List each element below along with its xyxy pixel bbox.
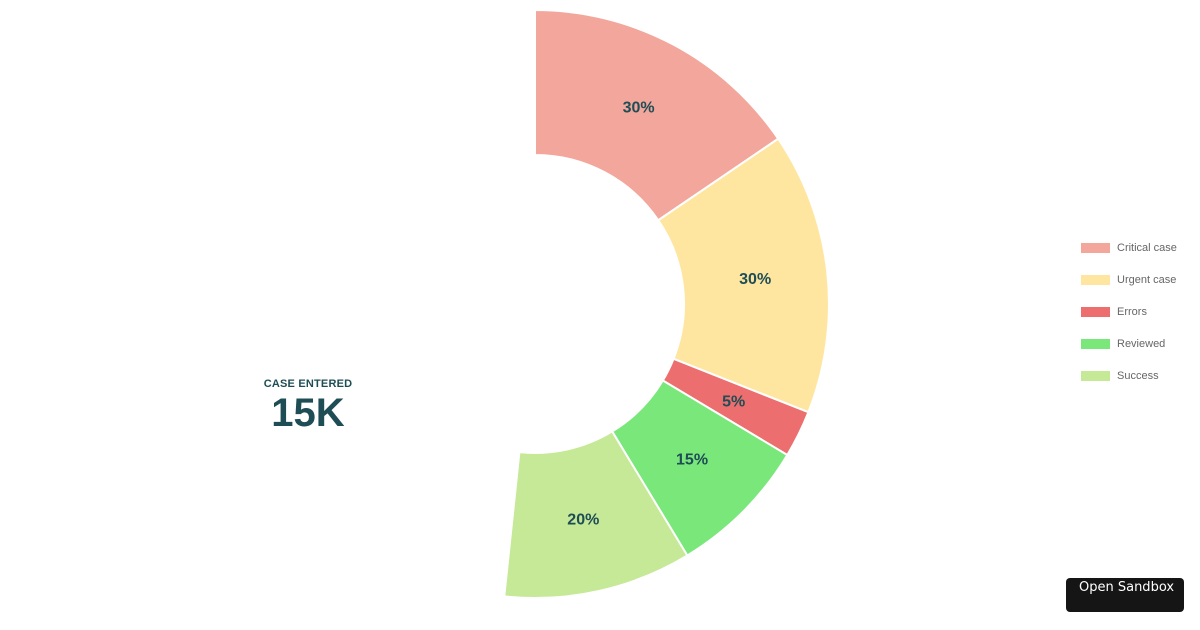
donut-slice-labels: 30% 30% 5% 15% 20%: [567, 100, 771, 529]
chart-legend: Critical case Urgent case Errors Reviewe…: [1081, 232, 1177, 392]
slice-label: 30%: [623, 100, 655, 117]
legend-swatch: [1081, 275, 1110, 285]
legend-item-urgent-case[interactable]: Urgent case: [1081, 264, 1177, 296]
slice-urgent-case[interactable]: [656, 137, 830, 414]
legend-label: Critical case: [1117, 242, 1177, 254]
slice-critical-case[interactable]: [534, 8, 780, 222]
legend-label: Errors: [1117, 306, 1147, 318]
summary-label: CASE ENTERED: [263, 378, 353, 390]
legend-label: Urgent case: [1117, 274, 1177, 286]
legend-swatch: [1081, 243, 1110, 253]
legend-label: Reviewed: [1117, 338, 1166, 350]
legend-swatch: [1081, 371, 1110, 381]
summary-stat: CASE ENTERED 15K: [248, 378, 368, 435]
legend-item-reviewed[interactable]: Reviewed: [1081, 328, 1177, 360]
legend-item-errors[interactable]: Errors: [1081, 296, 1177, 328]
legend-swatch: [1081, 339, 1110, 349]
open-sandbox-button[interactable]: Open Sandbox: [1066, 578, 1184, 612]
legend-item-critical-case[interactable]: Critical case: [1081, 232, 1177, 264]
slice-label: 20%: [567, 512, 599, 529]
slice-label: 5%: [722, 393, 745, 410]
legend-item-success[interactable]: Success: [1081, 360, 1177, 392]
slice-label: 15%: [676, 452, 708, 469]
legend-label: Success: [1117, 370, 1159, 382]
legend-swatch: [1081, 307, 1110, 317]
donut-slices: [503, 8, 830, 599]
slice-success[interactable]: [503, 430, 689, 599]
slice-label: 30%: [739, 271, 771, 288]
summary-value: 15K: [271, 391, 345, 435]
